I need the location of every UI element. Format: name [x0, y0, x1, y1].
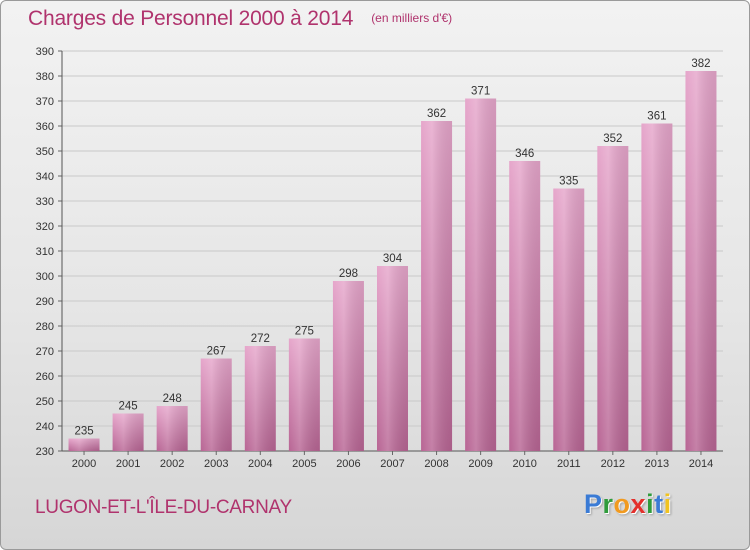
bar[interactable] [377, 266, 408, 451]
bar[interactable] [509, 161, 541, 451]
brand-letter: x [630, 489, 647, 519]
x-tick-label: 2003 [204, 458, 228, 470]
y-tick-label: 300 [36, 271, 54, 283]
bar[interactable] [288, 338, 320, 452]
bar[interactable] [332, 281, 364, 451]
x-tick-label: 2001 [116, 458, 140, 470]
bar[interactable] [112, 413, 144, 452]
brand-letter: i [663, 489, 672, 519]
x-tick-label: 2005 [292, 458, 316, 470]
x-tick-label: 2014 [689, 458, 713, 470]
bar[interactable] [421, 121, 453, 451]
bar[interactable] [156, 406, 188, 451]
bar[interactable] [597, 146, 629, 451]
data-label: 272 [251, 333, 270, 345]
x-tick-label: 2013 [645, 458, 669, 470]
axis-layer: 230 240 250 260 270 280 290 300 310 320 330 340 350 3… [36, 46, 723, 458]
brand-letter: o [613, 489, 631, 519]
bar[interactable] [244, 346, 276, 451]
data-label: 304 [383, 253, 403, 265]
bar[interactable] [685, 71, 717, 451]
x-tick-label: 2007 [380, 458, 404, 470]
y-tick-label: 270 [36, 346, 54, 358]
brand-letter: t [654, 489, 664, 519]
data-label: 267 [207, 346, 226, 358]
data-label: 382 [691, 58, 710, 70]
bar[interactable] [641, 123, 673, 452]
x-tick-label: 2012 [601, 458, 625, 470]
y-tick-label: 280 [36, 321, 54, 333]
y-tick-label: 310 [36, 246, 54, 258]
y-tick-label: 250 [36, 396, 54, 408]
y-tick-label: 390 [36, 46, 54, 58]
x-tick-label: 2004 [248, 458, 272, 470]
data-label: 346 [515, 148, 534, 160]
data-label: 298 [339, 268, 358, 280]
data-label: 362 [427, 108, 446, 120]
y-tick-label: 240 [36, 421, 54, 433]
x-tick-label: 2008 [424, 458, 448, 470]
bar[interactable] [68, 438, 100, 452]
y-tick-label: 330 [36, 196, 54, 208]
x-tick-label: 2000 [72, 458, 96, 470]
y-tick-label: 380 [36, 71, 54, 83]
y-tick-label: 350 [36, 146, 54, 158]
data-label: 352 [603, 133, 622, 145]
y-tick-label: 320 [36, 221, 54, 233]
data-label: 245 [119, 401, 138, 413]
label-layer: 2000 235 2001 245 2002 248 2003 267 2004 272 2005 2… [72, 58, 713, 470]
x-tick-label: 2002 [160, 458, 184, 470]
bar[interactable] [465, 98, 497, 452]
x-tick-label: 2011 [557, 458, 581, 470]
brand-letter: i [646, 489, 655, 519]
commune-name: LUGON-ET-L'ÎLE-DU-CARNAY [35, 497, 292, 518]
brand-letter: r [602, 489, 614, 519]
data-label: 248 [163, 393, 182, 405]
chart-subtitle: (en milliers d'€) [371, 11, 453, 25]
y-tick-label: 290 [36, 296, 54, 308]
data-label: 335 [559, 176, 578, 188]
bar[interactable] [553, 188, 585, 452]
y-tick-label: 230 [36, 446, 54, 458]
bar[interactable] [200, 358, 232, 452]
y-tick-label: 360 [36, 121, 54, 133]
brand-letter: P [584, 489, 603, 519]
y-tick-label: 260 [36, 371, 54, 383]
chart-title: Charges de Personnel 2000 à 2014 [28, 7, 354, 30]
title-row: Charges de Personnel 2000 à 2014 (en mill… [28, 7, 452, 31]
y-tick-label: 340 [36, 171, 54, 183]
data-label: 235 [74, 426, 93, 438]
data-label: 361 [647, 111, 666, 123]
x-tick-label: 2009 [468, 458, 492, 470]
brand-logo[interactable]: Proxiti [584, 489, 672, 520]
x-tick-label: 2006 [336, 458, 360, 470]
y-tick-label: 370 [36, 96, 54, 108]
data-label: 371 [471, 86, 490, 98]
data-label: 275 [295, 326, 314, 338]
x-tick-label: 2010 [512, 458, 536, 470]
